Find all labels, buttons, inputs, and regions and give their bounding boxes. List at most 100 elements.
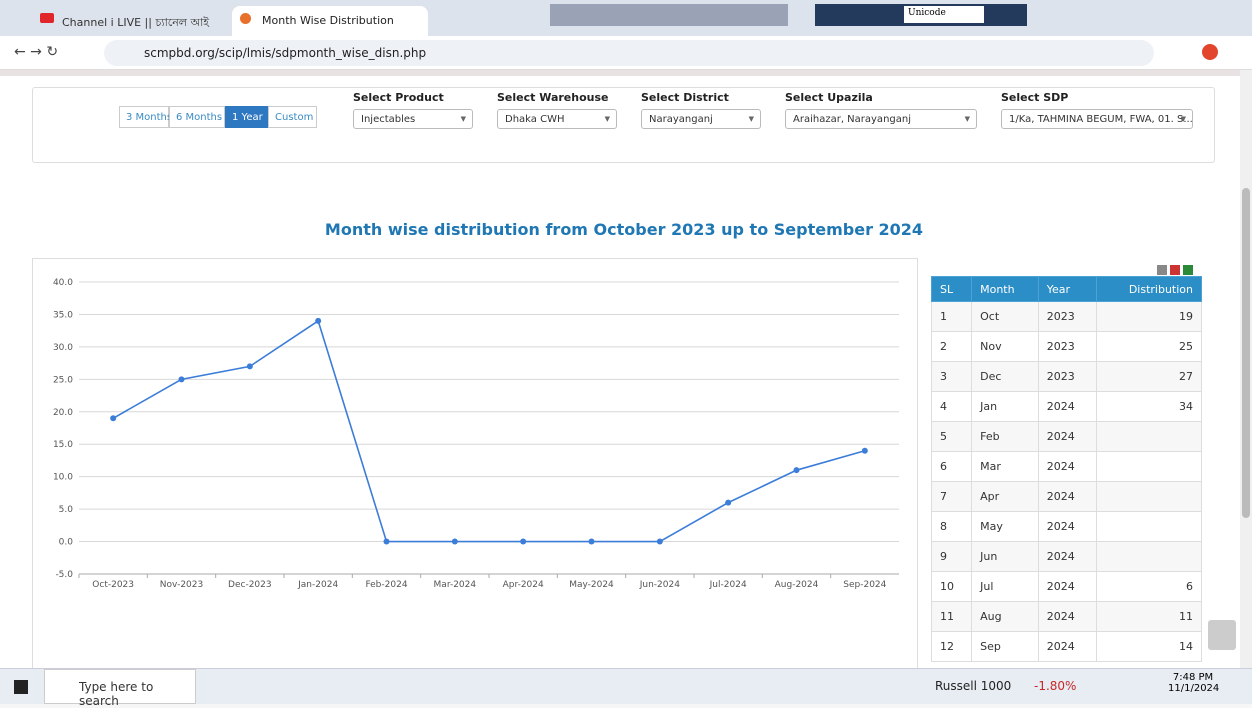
date: 11/1/2024 (1168, 683, 1220, 694)
table-row: 12 Sep 2024 14 (930, 631, 1203, 662)
table-cell: 11 (1095, 601, 1203, 632)
filter-panel: 3 Months 6 Months 1 Year Custom Select Produ… (32, 87, 1215, 163)
table-cell: Oct (971, 301, 1039, 332)
x-tick-label: May-2024 (569, 580, 614, 590)
address-bar: ← → ↻ scmpbd.org/scip/lmis/sdpmonth_wise… (0, 36, 1252, 70)
table-cell: 2024 (1037, 391, 1097, 422)
point (383, 538, 390, 545)
select-label: Select Warehouse (497, 91, 609, 104)
y-tick-label: 10.0 (53, 473, 73, 483)
select-label: Select District (641, 91, 729, 104)
table-row: 11 Aug 2024 11 (930, 601, 1203, 632)
nav-buttons[interactable]: ← → ↻ (14, 44, 59, 60)
point (656, 538, 663, 545)
point (246, 363, 253, 370)
point (110, 415, 117, 422)
table-cell: 1 (930, 301, 973, 332)
x-tick-label: Aug-2024 (775, 580, 819, 590)
select[interactable]: Narayanganj (641, 109, 761, 129)
select[interactable]: Injectables (353, 109, 473, 129)
table-row: 10 Jul 2024 6 (930, 571, 1203, 602)
tab-bar: Channel i LIVE || চ্যানেল আই Month Wise … (0, 0, 1252, 36)
tab-active[interactable]: Month Wise Distribution (232, 6, 428, 36)
table-cell: 34 (1095, 391, 1203, 422)
table-cell: 8 (930, 511, 973, 542)
table-cell: 5 (930, 421, 973, 452)
table-cell: 11 (930, 601, 973, 632)
table-cell: 19 (1095, 301, 1203, 332)
table-cell: Jan (971, 391, 1039, 422)
table-cell: 2024 (1037, 601, 1097, 632)
table-cell: Dec (971, 361, 1039, 392)
table-cell (1095, 541, 1203, 572)
header-cell: Month (971, 276, 1039, 302)
tab-icon (40, 13, 54, 23)
x-tick-label: Sep-2024 (843, 580, 886, 590)
search[interactable]: Type here to search (44, 669, 196, 708)
header-row: SL Month Year Distribution (930, 276, 1203, 302)
table-cell: 2024 (1037, 541, 1097, 572)
y-tick-label: 15.0 (53, 440, 73, 450)
table-cell: 10 (930, 571, 973, 602)
y-tick-label: 35.0 (53, 310, 73, 320)
table-cell: 3 (930, 361, 973, 392)
ime-toolbar (550, 4, 788, 26)
select[interactable]: 1/Ka, TAHMINA BEGUM, FWA, 01. S... (1001, 109, 1193, 129)
x-tick-label: Jul-2024 (709, 580, 747, 590)
table-cell: 6 (1095, 571, 1203, 602)
profile[interactable] (1202, 44, 1218, 60)
point (588, 538, 595, 545)
y-tick-label: 20.0 (53, 408, 73, 418)
x-tick-label: Jun-2024 (639, 580, 680, 590)
table-cell (1095, 511, 1203, 542)
table-cell: 2024 (1037, 511, 1097, 542)
select[interactable]: Araihazar, Narayanganj (785, 109, 977, 129)
table-cell: 12 (930, 631, 973, 662)
scroll-thumb[interactable] (1242, 188, 1250, 518)
scroll-top[interactable] (1208, 620, 1236, 650)
tab[interactable]: Channel i LIVE || চ্যানেল আই (62, 16, 210, 29)
period-button[interactable]: Custom (268, 106, 317, 128)
chart-panel: -5.0 0.0 5.0 10.0 15.0 20.0 25.0 30.0 35.0 40.0 Oc… (32, 258, 918, 670)
table-cell: 9 (930, 541, 973, 572)
table-cell: 2023 (1037, 301, 1097, 332)
x-tick-label: Nov-2023 (160, 580, 203, 590)
clock[interactable]: 7:48 PM 11/1/2024 (1168, 672, 1220, 694)
table-cell: 27 (1095, 361, 1203, 392)
header-cell: Year (1037, 276, 1097, 302)
x-tick-label: Oct-2023 (92, 580, 134, 590)
data-table: SL Month Year Distribution 1 Oct 2023 19 2 Nov 202… (930, 276, 1203, 662)
ime-select[interactable]: Unicode (904, 6, 984, 23)
table-row: 8 May 2024 (930, 511, 1203, 542)
table-row: 6 Mar 2024 (930, 451, 1203, 482)
point (725, 499, 732, 506)
period-button[interactable]: 1 Year (225, 106, 268, 128)
period-button[interactable]: 3 Months (119, 106, 172, 128)
page: 3 Months 6 Months 1 Year Custom Select Produ… (0, 70, 1240, 670)
page-strip (0, 70, 1240, 76)
scrollbar[interactable] (1240, 70, 1252, 668)
time: 7:48 PM (1172, 672, 1214, 683)
table-cell: 2024 (1037, 481, 1097, 512)
ticker-change: -1.80% (1034, 679, 1077, 693)
table-cell: 2024 (1037, 571, 1097, 602)
table-row: 5 Feb 2024 (930, 421, 1203, 452)
url[interactable]: scmpbd.org/scip/lmis/sdpmonth_wise_disn.… (104, 40, 1154, 66)
y-tick-label: 5.0 (59, 505, 74, 515)
select[interactable]: Dhaka CWH (497, 109, 617, 129)
table-cell: 2024 (1037, 421, 1097, 452)
table-cell: 25 (1095, 331, 1203, 362)
y-tick-label: -5.0 (55, 570, 73, 580)
table-cell: Jun (971, 541, 1039, 572)
x-tick-label: Feb-2024 (365, 580, 407, 590)
start[interactable] (14, 680, 28, 694)
point (178, 376, 185, 383)
ticker[interactable]: Russell 1000 (935, 679, 1012, 693)
table-cell: Nov (971, 331, 1039, 362)
export-icons[interactable] (1157, 260, 1201, 275)
tab-icon (240, 13, 251, 24)
chart: -5.0 0.0 5.0 10.0 15.0 20.0 25.0 30.0 35.0 40.0 Oc… (53, 278, 899, 590)
table-row: 3 Dec 2023 27 (930, 361, 1203, 392)
period-button[interactable]: 6 Months (169, 106, 225, 128)
